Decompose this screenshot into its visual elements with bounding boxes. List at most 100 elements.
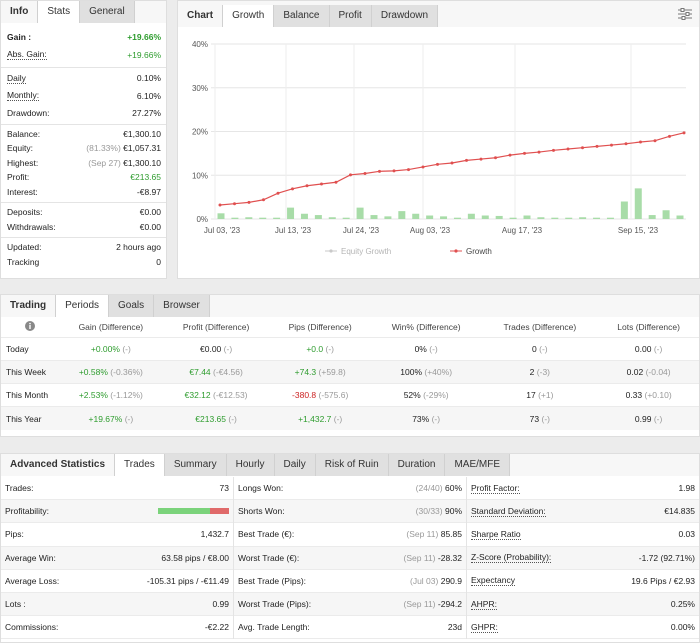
periods-table: Gain (Difference) Profit (Difference) Pi…: [1, 317, 699, 431]
period-label: This Month: [1, 383, 59, 407]
col-gain: Gain (Difference): [78, 321, 144, 332]
stat-value-group: 19.6 Pips / €2.93: [631, 576, 695, 586]
stat-label: Pips:: [5, 529, 24, 540]
stat-value-group: (Jul 03) 290.9: [410, 576, 462, 586]
tab-chart[interactable]: Chart: [178, 5, 224, 27]
stat-value-group: 0.03: [678, 529, 695, 539]
profit-bar: [579, 217, 587, 219]
period-gain-diff: (-): [124, 413, 134, 424]
tab-trading[interactable]: Trading: [1, 295, 57, 317]
highest-row: Highest: (Sep 27) €1,300.10: [1, 156, 166, 171]
stat-label: Average Win:: [5, 552, 56, 563]
period-gain-diff: (-0.36%): [110, 366, 143, 377]
deposits-label: Deposits:: [7, 207, 43, 218]
daily-label[interactable]: Daily: [7, 72, 26, 84]
sliders-icon[interactable]: [678, 8, 692, 22]
period-win-diff: (-): [429, 343, 438, 354]
tab-goals[interactable]: Goals: [109, 295, 155, 317]
profit-bar: [245, 217, 253, 219]
periods-header-row: Gain (Difference) Profit (Difference) Pi…: [1, 317, 699, 337]
stat-label[interactable]: Expectancy: [471, 575, 515, 587]
stat-label[interactable]: GHPR:: [471, 621, 498, 633]
stat-row: GHPR: 0.00%: [467, 616, 699, 640]
period-lots-value: 0.00: [634, 343, 652, 354]
stat-value: -€2.22: [204, 622, 229, 633]
period-lots-diff: (-0.04): [645, 366, 671, 377]
deposits-row: Deposits: €0.00: [1, 205, 166, 220]
stat-row: Longs Won: (24/40) 60%: [234, 477, 466, 501]
stat-label[interactable]: Standard Deviation:: [471, 505, 546, 517]
deposits-value: €0.00: [139, 207, 161, 218]
period-profit-diff: (-): [228, 413, 237, 424]
period-lots-cell: 0.33 (+0.10): [598, 383, 699, 407]
growth-point: [436, 162, 439, 166]
drawdown-row: Drawdown: 27.27%: [1, 106, 166, 121]
tab-daily[interactable]: Daily: [274, 454, 316, 476]
tab-general[interactable]: General: [80, 1, 135, 23]
stat-row: Worst Trade (Pips): (Sep 11) -294.2: [234, 592, 466, 617]
tab-info[interactable]: Info: [1, 1, 39, 23]
growth-point: [262, 198, 265, 202]
growth-point: [334, 180, 338, 184]
tab-periods[interactable]: Periods: [56, 295, 110, 317]
period-profit-cell: €213.65 (-): [162, 406, 270, 431]
info-tabs: Info Stats General: [1, 1, 166, 23]
period-pips-value: +1,432.7: [298, 413, 332, 424]
period-pips-diff: (-575.6): [318, 390, 349, 401]
tab-hourly[interactable]: Hourly: [226, 454, 275, 476]
stat-label[interactable]: Z-Score (Probability):: [471, 552, 552, 564]
abs-gain-label[interactable]: Abs. Gain:: [7, 49, 47, 61]
period-row: This Month +2.53% (-1.12%) €32.12 (-€12.53…: [1, 383, 699, 407]
stat-value-group: (30/33) 90%: [416, 506, 462, 516]
period-trades-diff: (+1): [538, 390, 554, 401]
growth-point: [407, 168, 410, 172]
profit-bar: [467, 213, 475, 219]
tab-drawdown[interactable]: Drawdown: [371, 5, 439, 27]
drawdown-label: Drawdown:: [7, 108, 50, 119]
tab-profit[interactable]: Profit: [329, 5, 372, 27]
interest-row: Interest: -€8.97: [1, 185, 166, 200]
growth-point: [378, 169, 381, 173]
period-profit-cell: €0.00 (-): [162, 336, 270, 361]
tab-summary[interactable]: Summary: [164, 454, 227, 476]
period-profit-value: €7.44: [189, 366, 211, 377]
period-pips-value: +74.3: [294, 366, 317, 377]
growth-point: [465, 158, 468, 162]
x-tick-label: Jul 03, '23: [204, 226, 241, 235]
tab-balance[interactable]: Balance: [274, 5, 330, 27]
stat-row: Average Win: 63.58 pips / €8.00: [1, 546, 233, 570]
col-profit: Profit (Difference): [182, 321, 250, 332]
tab-growth[interactable]: Growth: [223, 5, 275, 27]
period-win-value: 73%: [412, 413, 430, 424]
period-win-value: 0%: [414, 343, 427, 354]
equity-label: Equity:: [7, 143, 33, 154]
monthly-label[interactable]: Monthly:: [7, 90, 40, 102]
tab-mae-mfe[interactable]: MAE/MFE: [445, 454, 511, 476]
stat-label[interactable]: Sharpe Ratio: [471, 528, 521, 540]
stat-label: Best Trade (Pips):: [238, 575, 307, 586]
tab-trades[interactable]: Trades: [115, 454, 165, 476]
profitability-bar: [158, 508, 229, 515]
info-icon[interactable]: [1, 317, 59, 337]
stat-value-group: (Sep 11) -28.32: [404, 553, 462, 563]
tab-advanced-statistics[interactable]: Advanced Statistics: [1, 454, 116, 476]
period-win-value: 100%: [400, 366, 423, 377]
stat-note: (Jul 03): [410, 575, 439, 586]
tracking-label: Tracking: [7, 256, 40, 267]
period-lots-diff: (-): [653, 343, 663, 354]
stat-value-group: 0.99: [212, 599, 229, 609]
profit-bar: [217, 213, 225, 219]
tab-duration[interactable]: Duration: [388, 454, 446, 476]
abs-gain-value: +19.66%: [127, 49, 161, 60]
tab-stats[interactable]: Stats: [38, 1, 81, 23]
stat-row: Worst Trade (€): (Sep 11) -28.32: [234, 546, 466, 570]
stat-value: 0.00%: [670, 622, 695, 633]
period-gain-cell: +0.58% (-0.36%): [59, 359, 163, 384]
stat-label[interactable]: AHPR:: [471, 598, 497, 610]
growth-point: [653, 139, 657, 143]
stat-label[interactable]: Profit Factor:: [471, 482, 520, 494]
profit-bar: [342, 217, 350, 219]
tab-risk-of-ruin[interactable]: Risk of Ruin: [315, 454, 389, 476]
tab-browser[interactable]: Browser: [154, 295, 210, 317]
stat-value: €14.835: [664, 506, 695, 517]
